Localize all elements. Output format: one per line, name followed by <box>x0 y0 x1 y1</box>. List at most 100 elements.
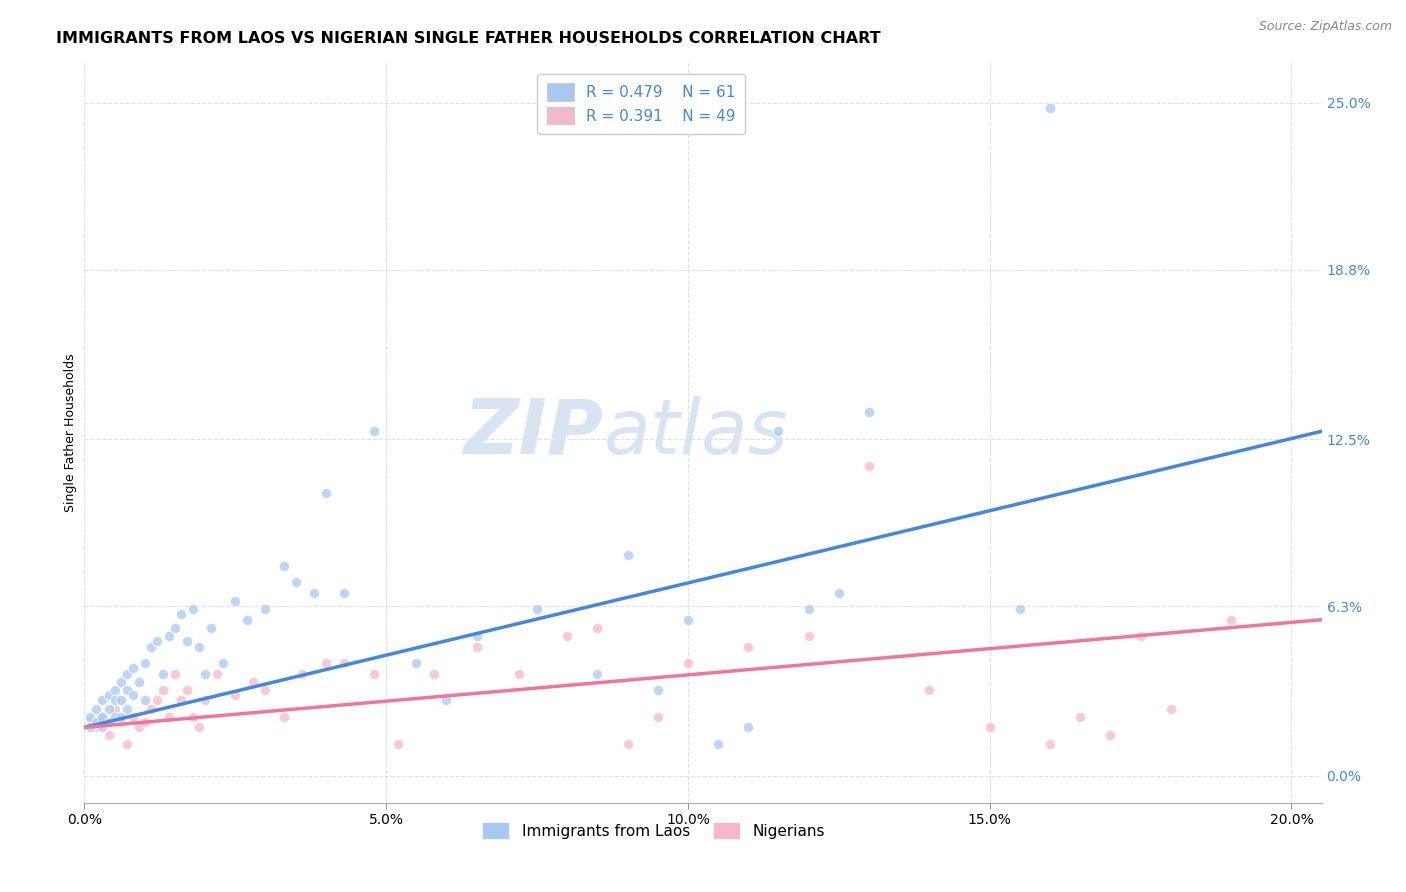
Point <box>139 640 162 654</box>
Point <box>224 688 246 702</box>
Text: IMMIGRANTS FROM LAOS VS NIGERIAN SINGLE FATHER HOUSEHOLDS CORRELATION CHART: IMMIGRANTS FROM LAOS VS NIGERIAN SINGLE … <box>56 31 882 46</box>
Point <box>363 666 385 681</box>
Point <box>121 688 143 702</box>
Point <box>405 656 427 670</box>
Point <box>103 693 125 707</box>
Point <box>315 486 337 500</box>
Point <box>616 737 638 751</box>
Point <box>387 737 409 751</box>
Point <box>676 613 699 627</box>
Point <box>134 714 156 729</box>
Point <box>79 714 101 729</box>
Point <box>423 666 446 681</box>
Text: ZIP: ZIP <box>464 396 605 469</box>
Point <box>273 709 295 723</box>
Y-axis label: Single Father Households: Single Father Households <box>65 353 77 512</box>
Point <box>858 459 880 474</box>
Point <box>176 682 198 697</box>
Point <box>676 656 699 670</box>
Point <box>508 666 530 681</box>
Text: Source: ZipAtlas.com: Source: ZipAtlas.com <box>1258 20 1392 33</box>
Point <box>555 629 578 643</box>
Point <box>284 575 307 590</box>
Point <box>91 693 114 707</box>
Point <box>91 709 114 723</box>
Point <box>707 737 730 751</box>
Point <box>1160 701 1182 715</box>
Point <box>212 656 235 670</box>
Point <box>291 666 314 681</box>
Point <box>797 602 820 616</box>
Point <box>103 709 125 723</box>
Point <box>115 737 138 751</box>
Point <box>146 634 169 648</box>
Point <box>128 674 150 689</box>
Point <box>200 621 222 635</box>
Point <box>858 405 880 419</box>
Point <box>91 709 114 723</box>
Point <box>103 701 125 715</box>
Point <box>188 720 211 734</box>
Point <box>181 709 204 723</box>
Point <box>737 720 759 734</box>
Point <box>115 682 138 697</box>
Point <box>768 424 790 438</box>
Point <box>436 693 458 707</box>
Point <box>128 720 150 734</box>
Point <box>97 688 120 702</box>
Point <box>616 548 638 562</box>
Point <box>1220 613 1243 627</box>
Point <box>134 693 156 707</box>
Point <box>121 709 143 723</box>
Point <box>333 656 356 670</box>
Point <box>647 709 669 723</box>
Point <box>86 720 108 734</box>
Point <box>1008 602 1031 616</box>
Point <box>110 674 132 689</box>
Point <box>181 602 204 616</box>
Point <box>91 720 114 734</box>
Point <box>86 714 108 729</box>
Point <box>465 629 488 643</box>
Point <box>134 656 156 670</box>
Point <box>828 586 851 600</box>
Point <box>170 693 193 707</box>
Point <box>157 709 180 723</box>
Point <box>465 640 488 654</box>
Point <box>797 629 820 643</box>
Point <box>170 607 193 622</box>
Point <box>302 586 325 600</box>
Point <box>110 709 132 723</box>
Point <box>1069 709 1091 723</box>
Point <box>526 602 548 616</box>
Point <box>79 709 101 723</box>
Point <box>586 621 609 635</box>
Point <box>163 621 186 635</box>
Point <box>586 666 609 681</box>
Point <box>97 729 120 743</box>
Point <box>163 666 186 681</box>
Point <box>139 701 162 715</box>
Point <box>157 629 180 643</box>
Point <box>1129 629 1152 643</box>
Point <box>979 720 1001 734</box>
Point <box>176 634 198 648</box>
Point <box>1099 729 1122 743</box>
Point <box>115 701 138 715</box>
Point <box>1039 101 1062 115</box>
Point <box>647 682 669 697</box>
Point <box>333 586 356 600</box>
Point <box>103 682 125 697</box>
Point <box>273 558 295 573</box>
Text: atlas: atlas <box>605 396 789 469</box>
Point <box>315 656 337 670</box>
Point <box>152 682 174 697</box>
Point <box>1039 737 1062 751</box>
Point <box>121 661 143 675</box>
Point <box>152 666 174 681</box>
Point <box>86 701 108 715</box>
Point <box>254 602 277 616</box>
Point <box>115 666 138 681</box>
Point <box>242 674 264 689</box>
Point <box>97 701 120 715</box>
